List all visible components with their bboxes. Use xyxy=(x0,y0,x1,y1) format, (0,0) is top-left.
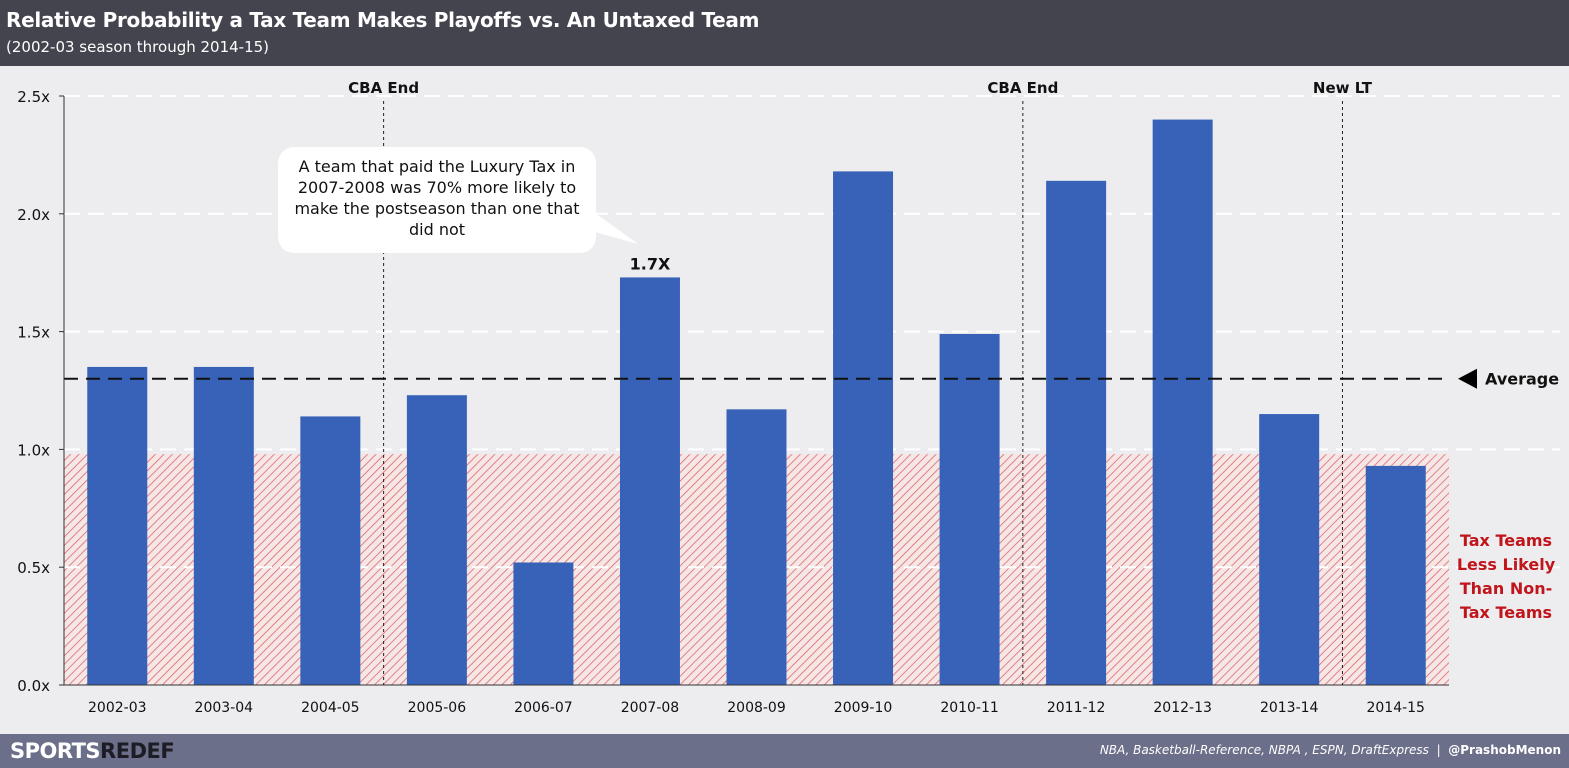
bar-2004-05 xyxy=(300,416,361,685)
x-tick-label: 2002-03 xyxy=(88,700,147,716)
x-tick-label: 2003-04 xyxy=(195,700,254,716)
credits-separator: | xyxy=(1436,743,1441,757)
x-tick-label: 2013-14 xyxy=(1260,700,1319,716)
bar-chart: CBA End CBA End New LT Average 0.0x 0.5x 1.0… xyxy=(17,79,1560,716)
bar-2005-06 xyxy=(406,395,467,685)
shaded-zone-label: Less Likely xyxy=(1457,555,1556,574)
y-tick-label: 2.5x xyxy=(17,88,50,106)
chart-subtitle: (2002-03 season through 2014-15) xyxy=(6,38,270,56)
x-tick-label: 2014-15 xyxy=(1366,700,1425,716)
data-label: 1.7X xyxy=(630,254,671,273)
shaded-zone-label: Tax Teams xyxy=(1460,531,1552,550)
source-credits: NBA, Basketball-Reference, NBPA , ESPN, … xyxy=(1100,743,1561,757)
chart-title: Relative Probability a Tax Team Makes Pl… xyxy=(6,8,760,32)
x-tick-label: 2010-11 xyxy=(940,700,999,716)
x-tick-label: 2008-09 xyxy=(727,700,786,716)
bar-2012-13 xyxy=(1152,119,1213,685)
x-tick-label: 2011-12 xyxy=(1047,700,1106,716)
event-marker-label: New LT xyxy=(1313,79,1373,97)
y-tick-label: 0.5x xyxy=(17,559,50,577)
footer-bar: SPORTSREDEF NBA, Basketball-Reference, N… xyxy=(0,734,1569,768)
brand-part-b: REDEF xyxy=(100,739,175,763)
y-tick-label: 1.5x xyxy=(17,324,50,342)
x-tick-label: 2004-05 xyxy=(301,700,360,716)
bar-2008-09 xyxy=(726,409,787,685)
annotation-callout: A team that paid the Luxury Tax in 2007-… xyxy=(278,147,596,253)
bar-2013-14 xyxy=(1259,414,1320,685)
header-bar: Relative Probability a Tax Team Makes Pl… xyxy=(0,0,1569,66)
y-tick-label: 2.0x xyxy=(17,206,50,224)
callout-pointer xyxy=(588,208,638,244)
x-tick-label: 2005-06 xyxy=(408,700,467,716)
y-tick-label: 1.0x xyxy=(17,441,50,459)
shaded-zone-label: Than Non- xyxy=(1460,579,1552,598)
x-tick-label: 2009-10 xyxy=(834,700,893,716)
bar-2010-11 xyxy=(939,333,1000,685)
bar-2003-04 xyxy=(193,366,254,685)
author-handle: @PrashobMenon xyxy=(1448,743,1561,757)
bar-2006-07 xyxy=(513,562,574,685)
event-marker-label: CBA End xyxy=(987,79,1058,97)
x-tick-label: 2012-13 xyxy=(1153,700,1212,716)
bar-2002-03 xyxy=(87,366,148,685)
brand-part-a: SPORTS xyxy=(10,739,101,763)
sources-text: NBA, Basketball-Reference, NBPA , ESPN, … xyxy=(1099,743,1429,757)
bar-2009-10 xyxy=(833,171,894,686)
y-tick-label: 0.0x xyxy=(17,677,50,695)
bar-2014-15 xyxy=(1365,465,1426,685)
shaded-zone-label: Tax Teams xyxy=(1460,603,1552,622)
average-label: Average xyxy=(1485,370,1559,389)
bar-2011-12 xyxy=(1046,180,1107,685)
event-marker-label: CBA End xyxy=(348,79,419,97)
x-tick-label: 2007-08 xyxy=(621,700,680,716)
bar-2007-08 xyxy=(619,277,680,685)
brand-logo: SPORTSREDEF xyxy=(10,739,175,763)
x-tick-label: 2006-07 xyxy=(514,700,573,716)
average-arrow-icon xyxy=(1458,368,1477,389)
